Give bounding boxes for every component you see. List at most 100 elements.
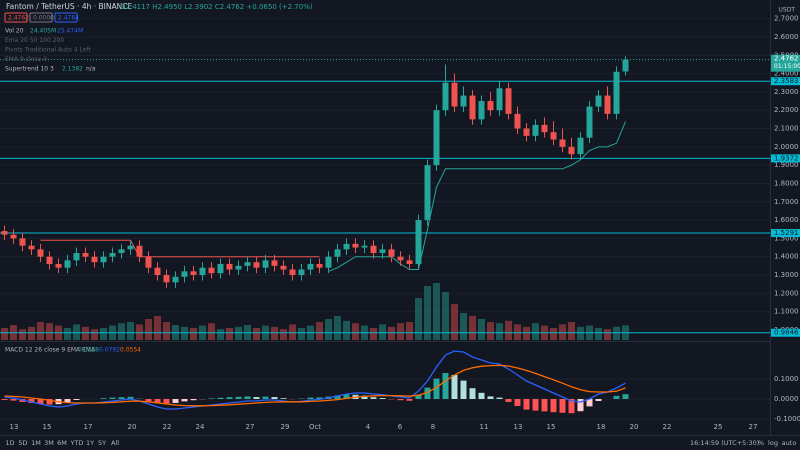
candle-body [343,243,350,250]
macd-histogram [190,399,197,401]
volume-bar [442,292,449,340]
indicator-legend: Supertrend 10 3 [5,66,54,73]
quote-value: 0.0000 [33,15,54,22]
volume-bar [343,320,350,340]
macd-histogram [28,399,35,403]
macd-histogram [541,399,548,412]
macd-legend-value: 0.0238 [78,347,99,354]
volume-bar [253,328,260,340]
macd-histogram [442,373,449,399]
candle-body [262,260,269,268]
candle-body [10,234,17,239]
candle-body [91,256,98,263]
clock: 16:14:59 (UTC+5:30) [690,439,759,447]
macd-histogram [523,399,530,410]
candle-body [100,256,107,263]
macd-histogram [226,397,233,399]
y-tick-label: 2.7000 [774,15,799,23]
candle-body [586,106,593,138]
level-tag [771,229,800,238]
indicator-legend: EMA 9 close 0 [5,56,47,63]
level-tag [771,328,800,337]
quote-value: 2.4764 [58,15,79,22]
scale-option[interactable]: auto [782,439,797,447]
macd-histogram [334,395,341,399]
volume-bar [496,323,503,340]
candle-body [559,139,566,147]
volume-bar [190,328,197,340]
x-tick-label: 27 [246,423,255,431]
candle-body [568,146,575,155]
candle-body [208,267,215,274]
candle-body [622,59,629,72]
range-button[interactable]: 6M [57,439,67,447]
candle-body [325,256,332,268]
range-button[interactable]: 5Y [98,439,106,447]
range-button[interactable]: 3M [44,439,54,447]
volume-legend-value: 24.405M [30,28,56,35]
candle-body [226,264,233,270]
volume-bar [595,328,602,340]
volume-bar [415,298,422,340]
range-button[interactable]: 1Y [86,439,94,447]
supertrend-na: n/a [86,66,96,73]
x-tick-label: 15 [43,423,52,431]
x-tick-label: 11 [480,423,489,431]
macd-histogram [1,399,8,400]
candle-body [496,88,503,111]
candle-body [361,245,368,248]
candle-body [541,124,548,133]
macd-histogram [343,394,350,399]
range-button[interactable]: YTD [70,439,84,447]
candle-body [1,231,8,235]
volume-bar [136,324,143,340]
macd-histogram [397,399,404,401]
volume-bar [28,326,35,340]
volume-bar [208,323,215,340]
volume-bar [613,326,620,340]
range-button[interactable]: 1D [5,439,14,447]
volume-bar [550,328,557,340]
volume-bar [82,326,89,340]
y-tick-label: 2.4000 [774,70,799,78]
y-tick-label: 1.2000 [774,289,799,297]
macd-histogram [595,399,602,401]
macd-histogram [559,399,566,413]
scale-option[interactable]: % [758,439,764,447]
y-tick-label: -0.1000 [774,415,800,423]
macd-histogram [613,395,620,399]
y-tick-label: 0.1000 [774,375,799,383]
candle-body [298,269,305,276]
x-tick-label: Oct [309,423,321,431]
y-tick-label: 1.5000 [774,234,799,242]
scale-option[interactable]: log [768,439,778,447]
candle-body [415,220,422,265]
y-tick-label: 2.2000 [774,106,799,114]
y-tick-label: 2.6000 [774,33,799,41]
macd-histogram [424,387,431,399]
range-button[interactable]: All [111,439,119,447]
macd-histogram [406,399,413,401]
volume-bar [271,326,278,340]
candle-body [514,113,521,129]
volume-bar [370,328,377,340]
macd-histogram [181,399,188,402]
x-tick-label: 6 [398,423,403,431]
volume-bar [568,322,575,340]
candle-body [532,124,539,136]
range-button[interactable]: 1M [31,439,41,447]
macd-histogram [361,395,368,399]
candle-body [469,95,476,120]
volume-bar [388,326,395,340]
indicator-legend: Pivots Traditional Auto 4 Left [5,47,91,54]
candle-body [64,260,71,268]
macd-histogram [217,397,224,399]
x-tick-label: 29 [281,423,290,431]
candle-body [379,249,386,254]
range-button[interactable]: 5D [18,439,27,447]
x-tick-label: 25 [714,423,723,431]
candle-body [244,262,251,266]
x-tick-label: 8 [431,423,435,431]
